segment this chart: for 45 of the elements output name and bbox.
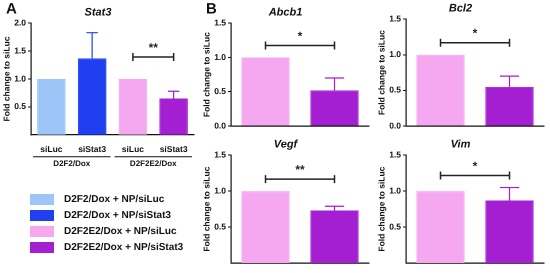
y-tick-label: 1.5: [389, 14, 402, 24]
y-axis-title: Fold change to siLuc: [201, 32, 212, 118]
text: B: [206, 0, 217, 18]
x-tick-label: siLuc: [40, 144, 63, 154]
annotation: **: [148, 40, 158, 54]
y-tick-label: 1.0: [214, 185, 226, 196]
text: D2F2E2/Dox: [130, 159, 178, 168]
legend-label: D2F2/Dox + NP/siLuc: [64, 194, 164, 204]
y-tick-label: 0.5: [214, 221, 226, 232]
annotation: *: [298, 28, 303, 43]
y-axis-title: Fold change to siLuc: [376, 30, 386, 116]
legend-label: D2F2E2/Dox + NP/siLuc: [64, 226, 177, 236]
y-tick-label: 0.0: [389, 120, 402, 130]
legend-label: D2F2/Dox + NP/siStat3: [64, 210, 171, 220]
chart-title: Abcb1: [268, 6, 302, 19]
chart-title: Vim: [450, 138, 471, 151]
chart-title: Bcl2: [448, 2, 472, 15]
annotation: **: [295, 162, 306, 176]
x-tick-label: siLuc: [122, 144, 144, 154]
y-tick-label: 1.5: [214, 18, 226, 28]
y-axis-title: Fold change to siLuc: [376, 166, 386, 252]
y-tick-label: 1.0: [389, 185, 402, 196]
legend-label: D2F2E2/Dox + NP/siStat3: [64, 242, 184, 252]
y-tick-label: 1.0: [14, 73, 26, 84]
y-tick-label: 0.5: [214, 86, 226, 96]
y-tick-label: 1.0: [214, 52, 226, 62]
x-tick-label: siStat3: [160, 144, 188, 154]
annotation: *: [472, 158, 478, 173]
y-tick-label: 0.0: [214, 120, 226, 130]
y-axis-title: Fold change to siLuc: [1, 36, 12, 122]
x-tick-label: siStat3: [78, 144, 106, 154]
y-tick-label: 0.5: [389, 84, 402, 95]
chart-title: Vegf: [274, 138, 299, 151]
chart-title: Stat3: [84, 6, 112, 19]
y-tick-label: 2.0: [14, 18, 26, 28]
text: D2F2/Dox: [53, 159, 91, 168]
y-tick-label: 1.5: [14, 45, 26, 56]
text: A: [6, 0, 17, 18]
y-tick-label: 1.5: [389, 150, 402, 160]
y-tick-label: 0.5: [14, 101, 26, 112]
y-tick-label: 1.5: [214, 150, 226, 160]
y-tick-label: 1.0: [389, 49, 402, 60]
annotation: *: [472, 26, 478, 40]
y-tick-label: 0.5: [389, 221, 402, 232]
y-axis-title: Fold change to siLuc: [201, 166, 212, 252]
